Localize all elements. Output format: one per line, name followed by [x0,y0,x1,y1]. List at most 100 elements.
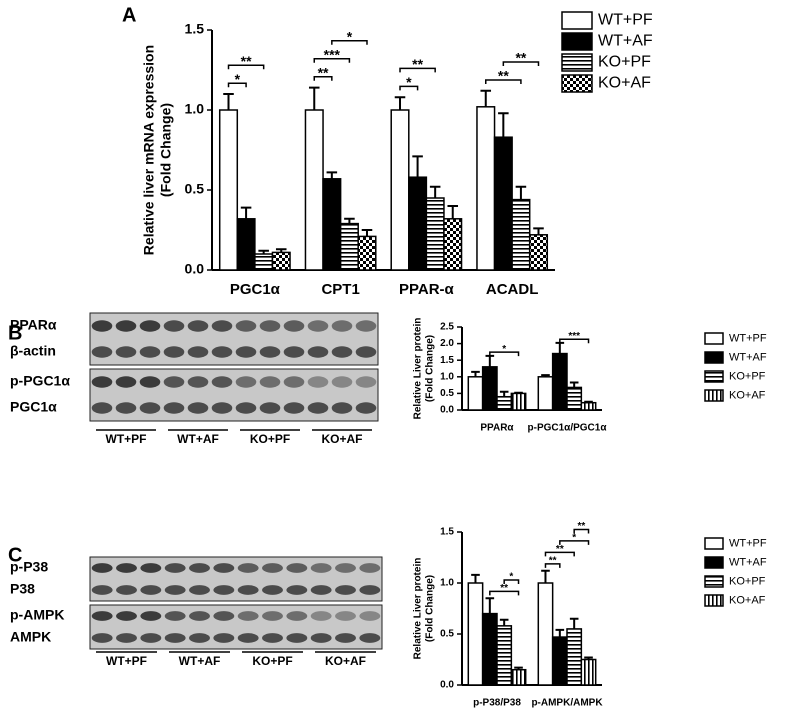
blot-band [164,585,186,595]
legend-swatch [704,537,724,550]
blot-band [235,320,257,332]
blot-band [91,402,113,414]
blot-row-label: β-actin [10,343,56,359]
blot-row-label: p-PGC1α [10,373,70,389]
y-tick-label: 1.0 [440,371,454,382]
legend-label: WT+AF [598,33,653,50]
blot-band [286,633,308,643]
blot-image [89,556,383,602]
bar [322,178,342,271]
legend-label: WT+PF [729,537,767,549]
bar [493,136,513,271]
blot-band [235,376,257,388]
blot-group-label: KO+AF [325,654,366,668]
blot-band [140,563,162,573]
y-axis-label: Relative Liver protein [413,558,424,660]
significance-label: * [347,29,353,45]
error-bar [471,370,480,377]
legend-label: WT+PF [598,12,653,29]
blot-band [335,585,356,595]
blot-band [91,346,113,358]
blot-band [91,611,113,621]
blot-band [163,320,185,332]
legend-swatch [561,74,593,93]
bar [467,582,484,686]
error-bar [412,155,423,178]
bar [566,386,583,411]
significance-bracket [227,64,265,70]
blot-band [262,633,283,643]
bar [580,658,597,686]
blot-band [115,346,137,358]
blot-row-label: p-AMPK [10,607,64,623]
significance-label: * [406,74,412,90]
error-bar [361,229,373,237]
bar [218,109,239,271]
blot-band [115,376,137,388]
y-tick-label: 0.0 [185,261,205,277]
blot-band [359,633,381,643]
y-tick-label: 1.0 [440,578,454,589]
error-bar [555,341,565,354]
significance-bracket [399,85,419,91]
bar [551,352,568,411]
bar [467,376,484,411]
y-tick-label: 1.5 [440,355,454,366]
blot-band [140,611,162,621]
significance-bracket [227,82,247,88]
blot-band [91,320,113,332]
blot-band [189,633,210,643]
x-tick-label: ACADL [486,281,539,298]
legend-swatch [704,332,724,345]
blot-group-label: KO+PF [252,654,292,668]
x-tick-label: PPAR-α [399,281,455,298]
blot-band [116,563,137,573]
y-tick-label: 2.5 [440,322,454,333]
blot-band [116,633,137,643]
blot-band [283,402,305,414]
y-tick-label: 2.0 [440,338,454,349]
blot-band [307,376,329,388]
blot-band [140,633,162,643]
blot-row-label: PPARα [10,317,57,333]
blot-band [237,611,259,621]
bar [510,392,527,411]
y-tick-label: 0.0 [440,680,454,691]
error-bar [223,93,234,110]
significance-label: * [572,533,576,544]
error-bar [447,205,459,219]
blot-band [307,346,329,358]
blot-band [259,402,281,414]
x-tick-label: PGC1α [230,281,281,298]
blot-band [211,376,233,388]
error-bar [533,227,544,235]
error-bar [394,96,406,110]
bar [425,197,445,271]
error-bar [471,573,480,583]
blot-band [286,563,308,573]
blot-band [262,585,283,595]
panel-label: A [122,4,136,26]
legend-swatch [561,32,593,51]
blot-band [115,320,137,332]
bar [481,612,498,686]
significance-label: * [235,71,241,87]
bar [443,218,463,271]
blot-band [355,376,377,388]
blot-band [164,563,186,573]
blot-band [211,346,233,358]
bar [510,668,527,686]
error-bar [275,248,287,253]
error-bar [569,381,579,388]
legend-label: KO+PF [729,370,766,382]
significance-bracket [313,58,351,63]
blot-band [139,402,161,414]
error-bar [326,171,338,179]
blot-band [187,376,209,388]
blot-band [310,611,332,621]
error-bar [514,666,523,670]
significance-label: ** [500,583,508,594]
significance-label: ** [412,56,423,72]
blot-band [163,402,185,414]
error-bar [541,569,550,583]
